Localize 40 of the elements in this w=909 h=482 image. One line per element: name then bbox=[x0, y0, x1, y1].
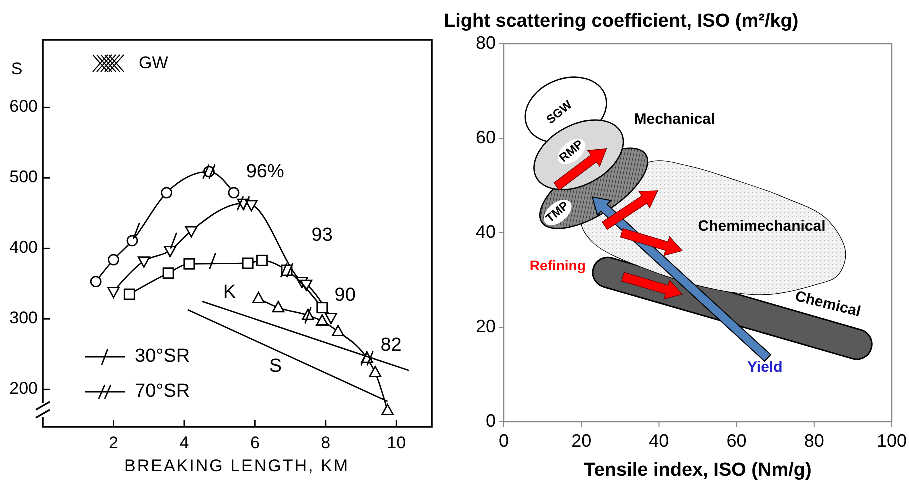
annotation: Mechanical bbox=[634, 111, 716, 128]
y-tick-label: 0 bbox=[486, 410, 496, 431]
annotation: GW bbox=[139, 53, 168, 72]
series-label: 93 bbox=[312, 224, 333, 246]
y-tick-label: 300 bbox=[10, 308, 38, 328]
annotation: Refining bbox=[530, 258, 586, 274]
y-tick-label: 60 bbox=[476, 127, 496, 148]
legend-label: 30°SR bbox=[135, 346, 190, 368]
y-tick-label: 40 bbox=[476, 222, 496, 242]
series-label: K bbox=[223, 282, 236, 304]
x-tick-label: 40 bbox=[649, 430, 670, 451]
series-label: S bbox=[269, 356, 282, 378]
x-tick-label: 80 bbox=[804, 430, 824, 451]
x-tick-label: 20 bbox=[572, 430, 592, 451]
annotation: TMP bbox=[543, 198, 572, 226]
y-tick-label: 500 bbox=[10, 168, 38, 187]
y-tick-label: 200 bbox=[10, 379, 38, 398]
x-tick-label: 10 bbox=[387, 433, 406, 452]
chart-title: Light scattering coefficient, ISO (m²/kg) bbox=[444, 11, 799, 32]
series-label: 90 bbox=[334, 284, 356, 306]
annotation: Chemimechanical bbox=[698, 218, 826, 235]
y-tick-label: 400 bbox=[10, 238, 38, 258]
annotation: Yield bbox=[747, 359, 783, 376]
x-tick-label: 6 bbox=[250, 433, 260, 452]
x-tick-label: 60 bbox=[726, 430, 747, 451]
x-axis-title: Tensile index, ISO (Nm/g) bbox=[584, 460, 812, 482]
legend-label: 70°SR bbox=[135, 381, 190, 402]
x-axis-title: BREAKING LENGTH, KM bbox=[124, 456, 350, 476]
series-label: 82 bbox=[380, 334, 402, 356]
annotation: Chemical bbox=[794, 288, 863, 321]
y-tick-label: 20 bbox=[476, 316, 496, 336]
series-label: 96% bbox=[246, 162, 284, 183]
y-tick-label: 80 bbox=[476, 32, 496, 53]
y-tick-label: 600 bbox=[10, 97, 38, 116]
x-tick-label: 0 bbox=[498, 430, 510, 451]
x-tick-label: 8 bbox=[321, 433, 331, 452]
x-tick-label: 4 bbox=[180, 433, 190, 452]
x-tick-label: 100 bbox=[876, 430, 908, 451]
y-axis-title: S bbox=[11, 59, 23, 78]
x-tick-label: 2 bbox=[108, 433, 118, 452]
